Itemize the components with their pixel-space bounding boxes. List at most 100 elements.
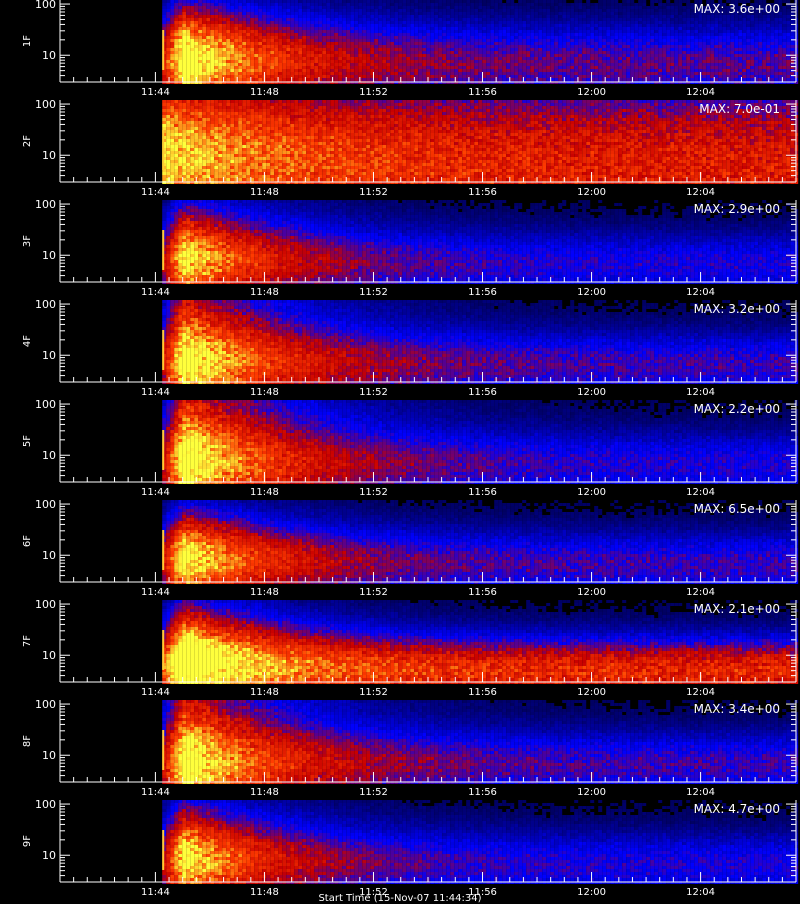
heat-cell xyxy=(542,36,546,39)
heat-cell xyxy=(394,48,398,51)
heat-cell xyxy=(694,33,698,36)
heat-cell xyxy=(710,36,714,39)
heat-cell xyxy=(778,72,782,75)
heat-cell xyxy=(318,54,322,57)
heat-cell xyxy=(654,72,658,75)
heat-cell xyxy=(626,54,630,57)
heat-cell xyxy=(174,69,178,72)
heat-cell xyxy=(662,21,666,24)
heat-cell xyxy=(374,69,378,72)
heat-cell xyxy=(178,169,182,172)
heat-cell xyxy=(478,48,482,51)
heat-cell xyxy=(746,48,750,51)
heat-cell xyxy=(214,109,218,112)
heat-cell xyxy=(618,21,622,24)
heat-cell xyxy=(326,78,330,81)
heat-cell xyxy=(262,39,266,42)
heat-cell xyxy=(214,121,218,124)
heat-cell xyxy=(546,72,550,75)
heat-cell xyxy=(590,21,594,24)
heat-cell xyxy=(446,3,450,6)
heat-cell xyxy=(686,39,690,42)
heat-cell xyxy=(198,109,202,112)
heat-cell xyxy=(214,127,218,130)
heat-cell xyxy=(506,66,510,69)
heat-cell xyxy=(222,48,226,51)
heat-cell xyxy=(738,51,742,54)
heat-cell xyxy=(402,66,406,69)
heat-cell xyxy=(574,72,578,75)
heat-cell xyxy=(702,51,706,54)
heat-cell xyxy=(606,60,610,63)
heat-cell xyxy=(554,57,558,60)
heat-cell xyxy=(414,27,418,30)
heat-cell xyxy=(338,0,342,3)
heat-cell xyxy=(270,57,274,60)
heat-cell xyxy=(394,30,398,33)
heat-cell xyxy=(206,9,210,12)
heat-cell xyxy=(714,51,718,54)
heat-cell xyxy=(270,78,274,81)
heat-cell xyxy=(210,118,214,121)
heat-cell xyxy=(494,48,498,51)
heat-cell xyxy=(622,3,626,6)
heat-cell xyxy=(606,48,610,51)
heat-cell xyxy=(190,42,194,45)
heat-cell xyxy=(474,27,478,30)
heat-cell xyxy=(766,18,770,21)
heat-cell xyxy=(438,57,442,60)
heat-cell xyxy=(570,12,574,15)
heat-cell xyxy=(710,66,714,69)
heat-cell xyxy=(654,45,658,48)
heat-cell xyxy=(286,6,290,9)
heat-cell xyxy=(382,42,386,45)
heat-cell xyxy=(206,36,210,39)
heat-cell xyxy=(578,27,582,30)
heat-cell xyxy=(570,66,574,69)
heat-cell xyxy=(594,63,598,66)
heat-cell xyxy=(314,15,318,18)
heat-cell xyxy=(258,6,262,9)
heat-cell xyxy=(782,30,786,33)
heat-cell xyxy=(786,24,790,27)
heat-cell xyxy=(298,48,302,51)
heat-cell xyxy=(250,54,254,57)
heat-cell xyxy=(402,72,406,75)
heat-cell xyxy=(314,69,318,72)
heat-cell xyxy=(642,0,646,3)
heat-cell xyxy=(498,9,502,12)
heat-cell xyxy=(358,18,362,21)
heat-cell xyxy=(570,30,574,33)
heat-cell xyxy=(634,51,638,54)
heat-cell xyxy=(518,54,522,57)
heat-cell xyxy=(190,130,194,133)
heat-cell xyxy=(738,63,742,66)
heat-cell xyxy=(774,63,778,66)
heat-cell xyxy=(694,69,698,72)
heat-cell xyxy=(210,136,214,139)
heat-cell xyxy=(550,72,554,75)
heat-cell xyxy=(226,154,230,157)
heat-cell xyxy=(562,18,566,21)
heat-cell xyxy=(322,69,326,72)
heat-cell xyxy=(662,9,666,12)
heat-cell xyxy=(734,66,738,69)
heat-cell xyxy=(186,27,190,30)
heat-cell xyxy=(182,72,186,75)
heat-cell xyxy=(458,42,462,45)
heat-cell xyxy=(166,127,170,130)
heat-cell xyxy=(554,6,558,9)
heat-cell xyxy=(594,39,598,42)
heat-cell xyxy=(454,72,458,75)
heat-cell xyxy=(182,27,186,30)
heat-cell xyxy=(246,21,250,24)
heat-cell xyxy=(238,60,242,63)
heat-cell xyxy=(366,72,370,75)
heat-cell xyxy=(354,3,358,6)
heat-cell xyxy=(710,69,714,72)
heat-cell xyxy=(398,3,402,6)
heat-cell xyxy=(166,103,170,106)
heat-cell xyxy=(338,36,342,39)
heat-cell xyxy=(198,157,202,160)
heat-cell xyxy=(754,69,758,72)
